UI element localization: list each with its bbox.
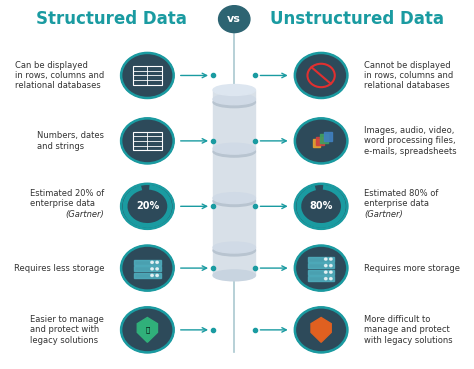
Circle shape (325, 271, 327, 273)
Circle shape (325, 258, 327, 260)
Ellipse shape (213, 245, 255, 256)
Ellipse shape (213, 94, 255, 105)
Bar (308, 263, 334, 268)
Ellipse shape (213, 242, 255, 253)
Circle shape (325, 265, 327, 267)
Circle shape (121, 118, 173, 163)
Text: Images, audio, video,
word processing files,
e-mails, spreadsheets: Images, audio, video, word processing fi… (365, 126, 457, 156)
Bar (308, 276, 334, 281)
Text: (Gartner): (Gartner) (365, 210, 403, 219)
Text: (Gartner): (Gartner) (65, 210, 104, 219)
Circle shape (151, 261, 153, 263)
Bar (134, 260, 161, 265)
Text: 80%: 80% (310, 201, 333, 211)
Text: Requires more storage: Requires more storage (365, 263, 460, 273)
Circle shape (151, 274, 153, 276)
Text: Easier to manage
and protect with
legacy solutions: Easier to manage and protect with legacy… (30, 315, 104, 345)
Circle shape (329, 277, 332, 280)
Circle shape (329, 258, 332, 260)
Bar (324, 132, 332, 141)
Circle shape (295, 53, 347, 98)
Circle shape (121, 53, 173, 98)
Polygon shape (137, 317, 157, 342)
Circle shape (156, 261, 158, 263)
Bar (213, 90, 255, 275)
Text: vs: vs (228, 14, 241, 24)
Text: Numbers, dates
and strings: Numbers, dates and strings (37, 131, 104, 151)
Ellipse shape (213, 193, 255, 204)
Circle shape (156, 268, 158, 270)
Text: 20%: 20% (136, 201, 159, 211)
Ellipse shape (213, 97, 255, 108)
Ellipse shape (213, 270, 255, 281)
Circle shape (121, 245, 173, 291)
Ellipse shape (213, 85, 255, 96)
Ellipse shape (213, 143, 255, 154)
Circle shape (329, 265, 332, 267)
Circle shape (295, 184, 347, 229)
Circle shape (329, 271, 332, 273)
Bar (133, 132, 162, 150)
Circle shape (219, 6, 250, 32)
Circle shape (151, 268, 153, 270)
Bar (308, 270, 334, 275)
Ellipse shape (213, 196, 255, 207)
Bar (320, 134, 328, 143)
Circle shape (325, 277, 327, 280)
Polygon shape (311, 317, 331, 342)
Text: More difficult to
manage and protect
with legacy solutions: More difficult to manage and protect wit… (365, 315, 453, 345)
Bar (313, 139, 320, 148)
Circle shape (295, 307, 347, 352)
Text: Estimated 80% of
enterprise data: Estimated 80% of enterprise data (365, 189, 439, 208)
Text: Estimated 20% of
enterprise data: Estimated 20% of enterprise data (30, 189, 104, 208)
Circle shape (295, 245, 347, 291)
Circle shape (121, 184, 173, 229)
Bar (134, 266, 161, 271)
Bar (308, 256, 334, 262)
Circle shape (121, 307, 173, 352)
Text: Can be displayed
in rows, columns and
relational databases: Can be displayed in rows, columns and re… (15, 61, 104, 90)
Text: Unstructured Data: Unstructured Data (270, 10, 444, 28)
Text: 🔧: 🔧 (145, 327, 149, 333)
Text: Cannot be displayed
in rows, columns and
relational databases: Cannot be displayed in rows, columns and… (365, 61, 454, 90)
Circle shape (295, 118, 347, 163)
Text: Requires less storage: Requires less storage (14, 263, 104, 273)
Ellipse shape (213, 146, 255, 157)
Text: Structured Data: Structured Data (36, 10, 187, 28)
Bar (133, 66, 162, 85)
Circle shape (156, 274, 158, 276)
Bar (317, 137, 324, 145)
Bar (134, 273, 161, 278)
